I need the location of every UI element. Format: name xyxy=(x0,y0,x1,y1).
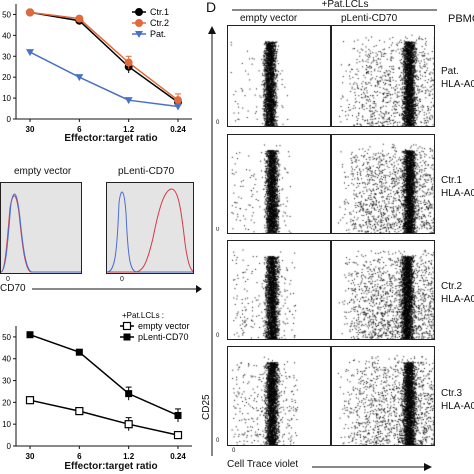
data-point xyxy=(124,420,133,429)
facs-plot-ctr2-cd70 xyxy=(331,240,435,340)
series-line xyxy=(29,11,179,103)
facs-plot-ctr1-empty xyxy=(227,134,331,234)
data-point xyxy=(26,8,34,17)
facs-plot-pat-cd70 xyxy=(331,25,435,127)
y-tick-label: 10 xyxy=(2,94,11,103)
chart-a-xlabel: Effector:target ratio xyxy=(64,133,158,144)
y-tick-label: 50 xyxy=(2,10,11,19)
row-line1: Ctr.2 xyxy=(441,281,463,292)
row-line2: HLA-A0 xyxy=(441,79,474,90)
legend-entry: Pat. xyxy=(150,29,166,39)
data-point xyxy=(174,411,182,419)
data-point xyxy=(26,49,34,57)
legend-entry: Ctr.2 xyxy=(150,18,169,28)
facs-tick-zero: 0 xyxy=(216,438,220,444)
data-point xyxy=(174,96,182,105)
legend-entry: empty vector xyxy=(138,321,190,331)
x-tick-label: 6 xyxy=(77,125,82,134)
data-point xyxy=(75,74,84,82)
histogram-empty-vector xyxy=(0,182,82,274)
series-line xyxy=(29,334,179,417)
facs-tick-zero: 0 xyxy=(232,448,236,454)
row-line2: HLA-A0 xyxy=(441,401,474,412)
facs-col-empty-vector: empty vector xyxy=(240,13,298,24)
facs-y-axis-arrow xyxy=(208,26,216,456)
data-point xyxy=(75,348,83,356)
facs-tick-zero: 0 xyxy=(216,227,220,233)
data-point xyxy=(125,390,133,398)
legend-marker xyxy=(135,31,143,38)
legend-marker xyxy=(122,321,132,331)
hist-tick-zero-2: 0 xyxy=(120,276,124,283)
series-line xyxy=(29,51,179,108)
y-tick-label: 10 xyxy=(2,420,11,429)
facs-row-label-ctr1: Ctr.1 HLA-A0 xyxy=(441,176,474,199)
legend-title: +Pat.LCLs : xyxy=(122,311,164,320)
legend-entry: Ctr.1 xyxy=(150,7,169,17)
x-tick-label: 0.24 xyxy=(170,452,186,461)
series-line xyxy=(29,399,179,436)
data-point xyxy=(75,14,84,23)
facs-group-header: +Pat.LCLs xyxy=(321,0,369,10)
x-tick-label: 30 xyxy=(26,125,35,134)
facs-col-plenti-cd70: pLenti-CD70 xyxy=(341,13,398,24)
facs-group-bracket xyxy=(232,9,437,11)
data-point xyxy=(75,406,84,416)
data-point xyxy=(25,396,35,405)
histogram-plenti-cd70 xyxy=(106,182,194,274)
row-line1: Ctr.3 xyxy=(441,388,463,399)
data-point xyxy=(124,97,133,105)
facs-xlabel: Cell Trace violet xyxy=(227,459,299,470)
row-line2: HLA-A0 xyxy=(441,294,474,305)
facs-plot-ctr3-empty xyxy=(227,346,331,446)
y-tick-label: 30 xyxy=(2,52,11,61)
row-line1: Ctr.1 xyxy=(441,175,463,186)
data-point xyxy=(26,331,34,339)
legend-entry: pLenti-CD70 xyxy=(138,332,189,342)
y-tick-label: 20 xyxy=(2,398,11,407)
y-tick-label: 40 xyxy=(2,355,11,364)
facs-x-axis-arrow xyxy=(312,463,432,471)
data-point xyxy=(173,430,183,440)
facs-plot-ctr1-cd70 xyxy=(331,134,435,234)
facs-plot-ctr2-empty xyxy=(227,240,331,340)
data-point xyxy=(124,58,133,67)
hist-label-plenti-cd70: pLenti-CD70 xyxy=(118,166,175,177)
row-line1: Pat. xyxy=(441,66,459,77)
facs-tick-zero: 0 xyxy=(216,120,220,126)
hist-axis-arrow xyxy=(32,285,202,293)
legend-marker xyxy=(123,333,131,341)
facs-row-label-ctr3: Ctr.3 HLA-A0 xyxy=(441,389,474,412)
x-tick-label: 6 xyxy=(77,452,82,461)
chart-c-xlabel: Effector:target ratio xyxy=(64,461,158,472)
series-line xyxy=(29,11,179,101)
facs-plot-ctr3-cd70 xyxy=(331,346,435,446)
y-tick-label: 20 xyxy=(2,73,11,82)
x-tick-label: 30 xyxy=(26,452,35,461)
hist-tick-zero: 0 xyxy=(6,276,10,283)
data-point xyxy=(174,103,182,111)
facs-row-label-pat: Pat. HLA-A0 xyxy=(441,67,474,90)
y-tick-label: 0 xyxy=(7,442,12,451)
y-tick-label: 0 xyxy=(7,115,12,124)
panel-label-d: D xyxy=(206,0,217,15)
facs-plot-pat-empty xyxy=(227,25,331,127)
legend-marker xyxy=(135,8,143,16)
x-tick-label: 1.2 xyxy=(123,452,135,461)
facs-tick-zero: 0 xyxy=(216,333,220,339)
hist-label-empty-vector: empty vector xyxy=(14,166,72,177)
cd70-rescue-chart: 0 10 20 30 40 50 30 6 1.2 0.24 +Pat.LCLs :empty ve… xyxy=(2,311,192,461)
y-tick-label: 40 xyxy=(2,31,11,40)
row-line2: HLA-A0 xyxy=(441,188,474,199)
y-tick-label: 30 xyxy=(2,377,11,386)
y-tick-label: 50 xyxy=(2,333,11,342)
x-tick-label: 1.2 xyxy=(123,125,135,134)
hist-axis-label: CD70 xyxy=(0,283,26,294)
facs-ylabel: CD25 xyxy=(201,394,212,420)
x-tick-label: 0.24 xyxy=(170,125,186,134)
facs-row-label-ctr2: Ctr.2 HLA-A0 xyxy=(441,282,474,305)
legend-marker xyxy=(135,19,143,27)
